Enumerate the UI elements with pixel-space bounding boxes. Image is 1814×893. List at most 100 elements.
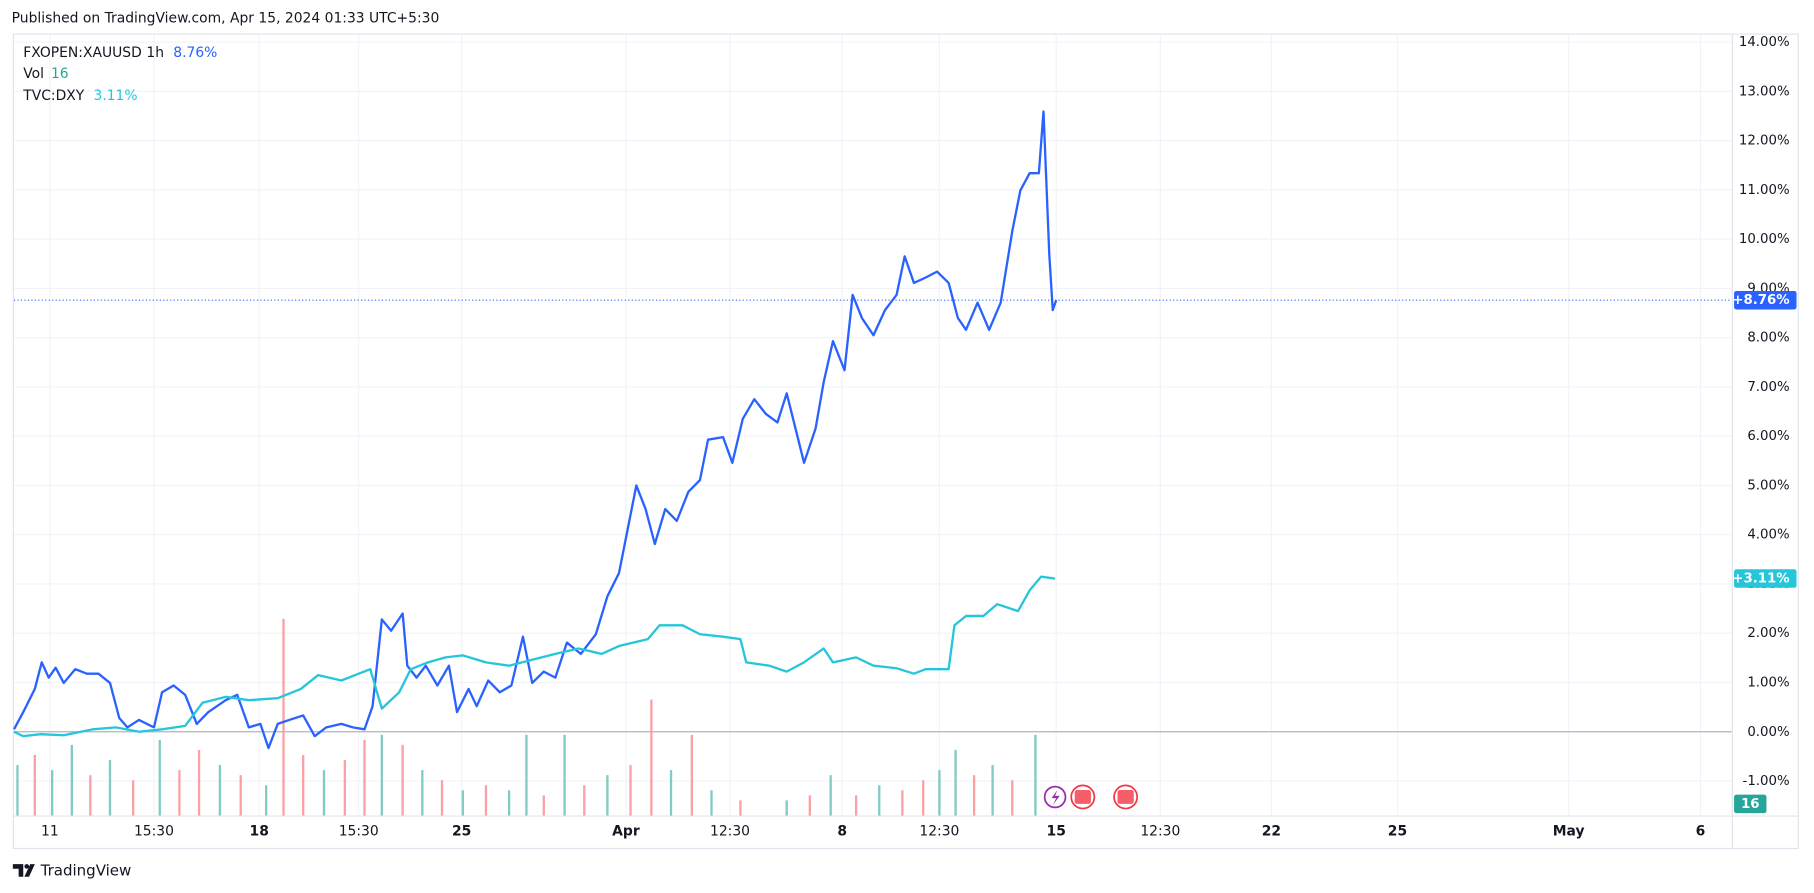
x-tick-label: 11 bbox=[41, 824, 59, 840]
volume-bar bbox=[343, 760, 346, 816]
x-tick-label: 8 bbox=[837, 824, 847, 840]
volume-bar bbox=[507, 790, 511, 816]
volume-bar bbox=[1011, 780, 1014, 816]
volume-bar bbox=[710, 790, 713, 816]
x-tick-label: 6 bbox=[1696, 824, 1706, 840]
grid bbox=[13, 34, 1732, 816]
last-value-label: +3.11% bbox=[1732, 572, 1789, 587]
series-line bbox=[13, 575, 1056, 738]
volume-value-label: 16 bbox=[1741, 797, 1760, 812]
event-icon-glyph bbox=[1074, 790, 1091, 804]
y-tick-label: 14.00% bbox=[1739, 35, 1790, 50]
x-tick-label: 25 bbox=[452, 824, 471, 840]
x-tick-label: 15 bbox=[1047, 824, 1066, 840]
event-icon-glyph bbox=[1117, 790, 1134, 804]
volume-bar bbox=[629, 765, 632, 816]
volume-bar bbox=[690, 734, 694, 816]
y-tick-label: 8.00% bbox=[1747, 331, 1789, 346]
volume-bar bbox=[421, 770, 424, 816]
legend-part: 8.76% bbox=[173, 45, 217, 61]
volume-bar bbox=[239, 775, 242, 816]
header-text: Published on TradingView.com, Apr 15, 20… bbox=[12, 11, 440, 27]
volume-bar bbox=[51, 770, 54, 816]
y-tick-label: 2.00% bbox=[1747, 626, 1789, 641]
y-tick-label: -1.00% bbox=[1743, 774, 1790, 789]
volume-bar bbox=[785, 800, 788, 816]
volume-bar bbox=[991, 765, 994, 816]
volume-bar bbox=[380, 734, 383, 816]
series-line bbox=[12, 110, 1058, 750]
volume-bar bbox=[302, 754, 305, 816]
x-tick-label: Apr bbox=[612, 824, 640, 840]
volume bbox=[16, 618, 1037, 816]
brand-name: TradingView bbox=[40, 862, 132, 880]
volume-bar bbox=[1034, 734, 1037, 816]
x-tick-label: 15:30 bbox=[339, 824, 379, 840]
volume-bar bbox=[739, 800, 742, 816]
legend-entry: FXOPEN:XAUUSD 1h 8.76% bbox=[23, 45, 217, 61]
legend-part: FXOPEN:XAUUSD bbox=[23, 45, 142, 61]
y-tick-label: 6.00% bbox=[1747, 429, 1789, 444]
legend-part: Vol bbox=[23, 66, 44, 82]
volume-bar bbox=[108, 760, 112, 816]
y-tick-label: 4.00% bbox=[1747, 528, 1789, 543]
volume-bar bbox=[972, 775, 976, 816]
event-icons bbox=[1043, 784, 1139, 810]
volume-bar bbox=[583, 785, 586, 816]
axes: -1.00%0.00%1.00%2.00%3.00%4.00%5.00%6.00… bbox=[41, 35, 1797, 840]
volume-bar bbox=[854, 795, 858, 816]
brand-logo bbox=[12, 864, 35, 877]
volume-value-box bbox=[1734, 794, 1767, 814]
legend: FXOPEN:XAUUSD 1h 8.76% Vol 16 TVC:DXY 3.11% bbox=[22, 45, 217, 104]
legend-part: 1h bbox=[146, 45, 164, 61]
volume-bar bbox=[954, 749, 957, 816]
volume-bar bbox=[484, 785, 488, 816]
volume-bar bbox=[542, 795, 545, 816]
volume-bar bbox=[89, 775, 92, 816]
volume-bar bbox=[70, 744, 73, 816]
volume-bar bbox=[606, 775, 609, 816]
volume-bar bbox=[218, 765, 222, 816]
volume-bar bbox=[401, 744, 404, 816]
brand-logo-dot bbox=[24, 864, 30, 869]
x-tick-label: 22 bbox=[1262, 824, 1281, 840]
volume-bar bbox=[16, 765, 19, 816]
y-tick-label: 11.00% bbox=[1739, 183, 1790, 198]
y-tick-label: 12.00% bbox=[1739, 134, 1790, 149]
volume-bar bbox=[938, 770, 941, 816]
x-tick-label: 12:30 bbox=[710, 824, 750, 840]
last-value-box bbox=[1734, 569, 1797, 588]
last-value-label: +8.76% bbox=[1732, 293, 1789, 308]
volume-bar bbox=[158, 739, 161, 816]
last-value-box bbox=[1734, 290, 1797, 310]
volume-bar bbox=[282, 618, 285, 816]
volume-bar bbox=[901, 790, 904, 816]
volume-bar bbox=[131, 780, 135, 816]
x-tick-label: 25 bbox=[1388, 824, 1407, 840]
volume-bar bbox=[669, 770, 673, 816]
x-tick-label: May bbox=[1553, 824, 1585, 840]
volume-bar bbox=[178, 770, 181, 816]
x-tick-label: 18 bbox=[250, 824, 269, 840]
volume-bar bbox=[525, 734, 528, 816]
y-tick-label: 5.00% bbox=[1747, 478, 1789, 493]
y-tick-label: 10.00% bbox=[1739, 232, 1790, 247]
volume-bar bbox=[33, 754, 36, 816]
volume-bar bbox=[440, 780, 444, 816]
lines bbox=[12, 110, 1732, 750]
volume-bar bbox=[461, 790, 464, 816]
chart-frame bbox=[12, 33, 1799, 850]
legend-part: 3.11% bbox=[94, 88, 138, 104]
volume-bar bbox=[878, 785, 881, 816]
x-tick-label: 15:30 bbox=[134, 824, 174, 840]
y-tick-label: 13.00% bbox=[1739, 84, 1790, 99]
volume-bar bbox=[322, 770, 326, 816]
event-icon-glyph bbox=[1051, 790, 1060, 806]
y-tick-label: 7.00% bbox=[1747, 380, 1789, 395]
legend-entry: TVC:DXY 3.11% bbox=[22, 88, 137, 104]
volume-bar bbox=[197, 749, 201, 816]
legend-part: TVC:DXY bbox=[22, 88, 85, 104]
volume-bar bbox=[363, 739, 366, 816]
